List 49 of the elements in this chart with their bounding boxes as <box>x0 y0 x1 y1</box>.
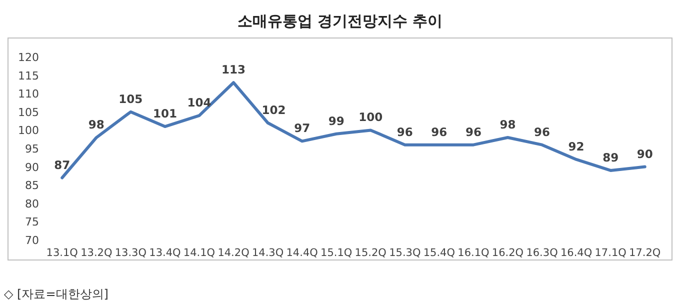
x-tick-label: 15.4Q <box>423 247 456 259</box>
data-label: 89 <box>602 150 619 164</box>
y-tick-label: 120 <box>18 51 39 64</box>
data-label: 99 <box>328 114 344 128</box>
data-label: 87 <box>54 158 70 172</box>
x-tick-label: 13.2Q <box>80 247 112 259</box>
x-tick-label: 15.1Q <box>320 247 352 259</box>
x-tick-label: 15.3Q <box>389 247 421 259</box>
x-tick-label: 16.3Q <box>526 247 558 259</box>
x-tick-label: 15.2Q <box>354 247 386 259</box>
data-label: 96 <box>431 124 448 139</box>
data-label: 104 <box>187 96 212 110</box>
x-tick-label: 14.2Q <box>218 247 250 259</box>
data-label: 96 <box>465 124 482 139</box>
y-tick-label: 115 <box>18 69 39 82</box>
x-tick-label: 16.2Q <box>492 247 524 259</box>
y-tick-label: 90 <box>25 160 39 174</box>
x-tick-label: 13.1Q <box>46 247 78 259</box>
y-tick-label: 110 <box>18 88 39 101</box>
y-tick-label: 95 <box>25 142 39 156</box>
y-tick-label: 85 <box>25 179 39 192</box>
y-tick-label: 70 <box>25 234 39 247</box>
x-tick-label: 16.1Q <box>458 247 490 259</box>
data-label: 105 <box>118 92 143 106</box>
y-tick-label: 80 <box>25 197 39 210</box>
data-label: 101 <box>152 106 177 121</box>
data-label: 96 <box>534 124 550 139</box>
y-tick-label: 100 <box>18 124 39 138</box>
x-tick-label: 16.4Q <box>560 247 592 259</box>
data-label: 92 <box>568 139 584 154</box>
data-label: 97 <box>294 121 310 136</box>
data-label: 102 <box>262 102 286 117</box>
x-tick-label: 14.1Q <box>183 247 216 259</box>
data-label: 113 <box>222 62 246 77</box>
x-tick-label: 17.2Q <box>629 247 661 259</box>
x-tick-label: 13.4Q <box>149 247 181 259</box>
x-tick-label: 13.3Q <box>114 247 147 259</box>
data-label: 98 <box>500 118 516 132</box>
x-tick-label: 17.1Q <box>594 247 626 259</box>
y-tick-label: 75 <box>25 216 39 229</box>
data-label: 96 <box>396 124 413 139</box>
data-label: 100 <box>358 110 383 124</box>
x-tick-label: 14.3Q <box>252 247 284 259</box>
y-tick-label: 105 <box>18 106 39 119</box>
data-label: 90 <box>636 146 653 161</box>
x-tick-label: 14.4Q <box>286 247 318 259</box>
text: ◇ [자료=대한상의] <box>4 287 108 301</box>
chart-title: 소매유통업 경기전망지수 추이 <box>237 12 443 30</box>
data-label: 98 <box>88 118 104 132</box>
